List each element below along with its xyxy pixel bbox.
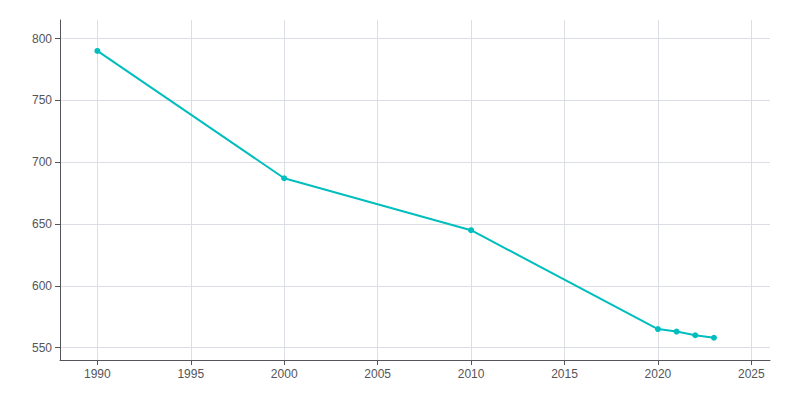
svg-text:650: 650 (32, 217, 52, 231)
svg-text:800: 800 (32, 32, 52, 46)
svg-text:750: 750 (32, 93, 52, 107)
svg-text:1990: 1990 (84, 367, 111, 381)
svg-text:2005: 2005 (364, 367, 391, 381)
svg-text:550: 550 (32, 341, 52, 355)
svg-text:700: 700 (32, 155, 52, 169)
svg-text:1995: 1995 (177, 367, 204, 381)
svg-text:2025: 2025 (738, 367, 765, 381)
svg-text:2010: 2010 (458, 367, 485, 381)
svg-text:2000: 2000 (271, 367, 298, 381)
svg-text:2020: 2020 (645, 367, 672, 381)
svg-text:2015: 2015 (551, 367, 578, 381)
svg-text:600: 600 (32, 279, 52, 293)
